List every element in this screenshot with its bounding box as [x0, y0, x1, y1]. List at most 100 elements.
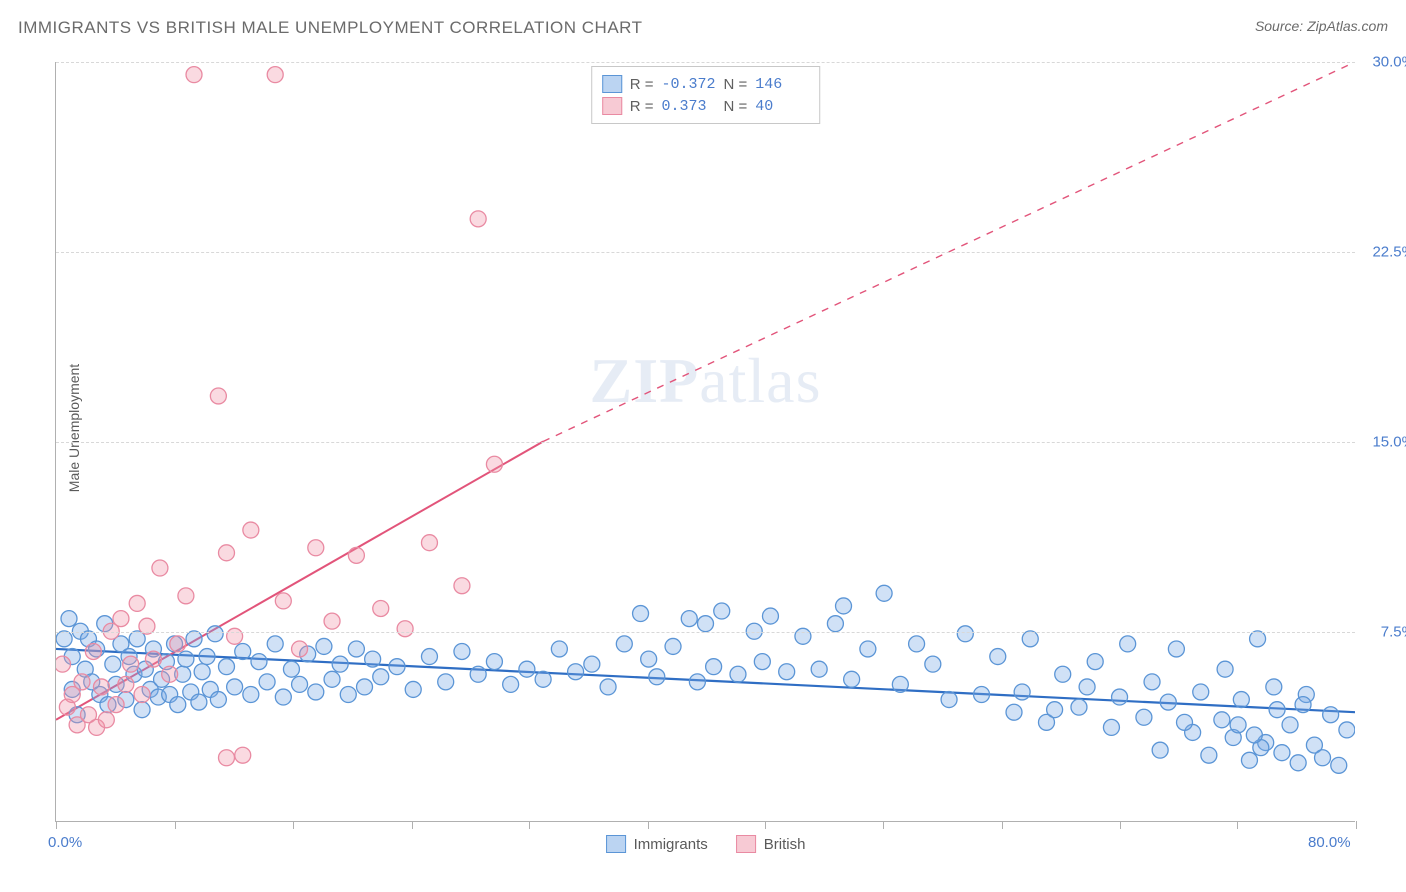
data-point: [405, 681, 421, 697]
data-point: [199, 649, 215, 665]
x-tick: [765, 821, 766, 829]
legend-label: Immigrants: [634, 836, 708, 853]
y-tick-label: 30.0%: [1372, 54, 1406, 71]
data-point: [470, 211, 486, 227]
data-point: [568, 664, 584, 680]
data-point: [1315, 750, 1331, 766]
data-point: [1006, 704, 1022, 720]
data-point: [519, 661, 535, 677]
data-point: [235, 747, 251, 763]
data-point: [1230, 717, 1246, 733]
data-point: [1282, 717, 1298, 733]
data-point: [1112, 689, 1128, 705]
data-point: [1323, 707, 1339, 723]
data-point: [227, 679, 243, 695]
data-point: [292, 676, 308, 692]
legend-label: British: [764, 836, 806, 853]
data-point: [218, 545, 234, 561]
data-point: [1071, 699, 1087, 715]
source-attribution: Source: ZipAtlas.com: [1255, 18, 1388, 34]
data-point: [584, 656, 600, 672]
data-point: [218, 659, 234, 675]
stats-row-immigrants: R = -0.372 N = 146: [602, 73, 810, 95]
data-point: [397, 621, 413, 637]
data-point: [633, 606, 649, 622]
data-point: [551, 641, 567, 657]
data-point: [421, 649, 437, 665]
grid-line: [56, 632, 1355, 633]
data-point: [134, 702, 150, 718]
data-point: [454, 578, 470, 594]
data-point: [178, 588, 194, 604]
data-point: [844, 671, 860, 687]
data-point: [259, 674, 275, 690]
data-point: [324, 671, 340, 687]
data-point: [730, 666, 746, 682]
data-point: [324, 613, 340, 629]
data-point: [61, 611, 77, 627]
data-point: [373, 600, 389, 616]
data-point: [227, 628, 243, 644]
grid-line: [56, 62, 1355, 63]
swatch-british: [602, 97, 622, 115]
data-point: [1274, 745, 1290, 761]
data-point: [689, 674, 705, 690]
data-point: [145, 651, 161, 667]
data-point: [811, 661, 827, 677]
data-point: [210, 388, 226, 404]
data-point: [348, 547, 364, 563]
n-value: 146: [755, 76, 809, 93]
x-tick: [883, 821, 884, 829]
grid-line: [56, 252, 1355, 253]
data-point: [332, 656, 348, 672]
data-point: [178, 651, 194, 667]
data-point: [1079, 679, 1095, 695]
data-point: [210, 692, 226, 708]
legend-item-british: British: [736, 835, 806, 853]
data-point: [1152, 742, 1168, 758]
data-point: [123, 656, 139, 672]
plot-area: ZIPatlas R = -0.372 N = 146 R = 0.373 N …: [55, 62, 1355, 822]
x-tick: [1237, 821, 1238, 829]
data-point: [357, 679, 373, 695]
correlation-stats-box: R = -0.372 N = 146 R = 0.373 N = 40: [591, 66, 821, 124]
data-point: [1295, 697, 1311, 713]
data-point: [990, 649, 1006, 665]
data-point: [779, 664, 795, 680]
data-point: [134, 687, 150, 703]
swatch-immigrants: [602, 75, 622, 93]
data-point: [1246, 727, 1262, 743]
r-label: R =: [630, 76, 654, 93]
x-tick: [1120, 821, 1121, 829]
data-point: [698, 616, 714, 632]
data-point: [714, 603, 730, 619]
data-point: [421, 535, 437, 551]
data-point: [191, 694, 207, 710]
stats-row-british: R = 0.373 N = 40: [602, 95, 810, 117]
data-point: [486, 654, 502, 670]
x-tick: [529, 821, 530, 829]
data-point: [1339, 722, 1355, 738]
data-point: [129, 595, 145, 611]
data-point: [251, 654, 267, 670]
data-point: [836, 598, 852, 614]
data-point: [267, 67, 283, 83]
n-label: N =: [723, 98, 747, 115]
data-point: [1201, 747, 1217, 763]
x-tick: [175, 821, 176, 829]
data-point: [1168, 641, 1184, 657]
x-tick: [648, 821, 649, 829]
data-point: [1160, 694, 1176, 710]
x-tick: [1356, 821, 1357, 829]
y-tick-label: 7.5%: [1381, 624, 1406, 641]
data-point: [876, 585, 892, 601]
data-point: [118, 676, 134, 692]
data-point: [438, 674, 454, 690]
data-point: [1120, 636, 1136, 652]
data-point: [308, 684, 324, 700]
data-point: [152, 560, 168, 576]
data-point: [860, 641, 876, 657]
data-point: [1177, 714, 1193, 730]
data-point: [85, 644, 101, 660]
r-label: R =: [630, 98, 654, 115]
